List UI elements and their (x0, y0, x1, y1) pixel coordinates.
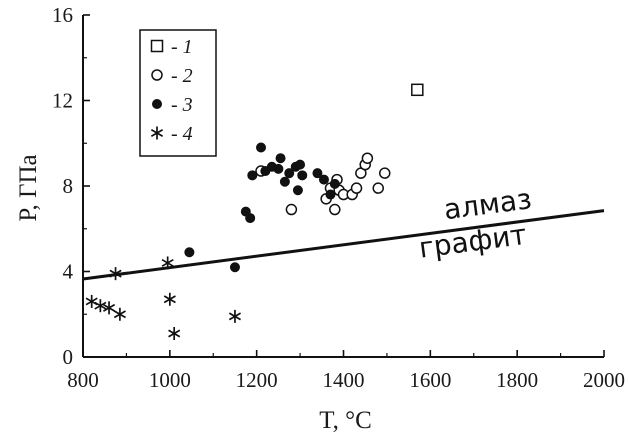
point-filled-circle (295, 159, 306, 170)
point-filled-circle (229, 262, 240, 273)
legend: - 1 - 2 - 3 - 4 (139, 29, 217, 157)
axes: 800 1000 1200 1400 1600 1800 2000 0 4 8 12 16 (52, 3, 625, 392)
legend-label: - 1 (171, 36, 193, 58)
point-filled-circle (245, 213, 256, 224)
y-tick-label: 0 (63, 345, 74, 369)
y-tick-label: 12 (52, 89, 73, 113)
asterisk-stroke (150, 129, 164, 137)
asterisk-stroke (163, 295, 176, 304)
asterisk-stroke (113, 310, 126, 319)
asterisk-stroke (228, 312, 242, 321)
point-filled-circle (275, 153, 286, 164)
asterisk-stroke (85, 297, 98, 306)
point-asterisk (168, 326, 181, 340)
asterisk-stroke (168, 329, 181, 338)
asterisk-stroke (161, 258, 174, 267)
point-asterisk (85, 294, 98, 308)
point-filled-circle (284, 168, 295, 179)
point-asterisk (94, 299, 107, 313)
legend-marker (151, 69, 163, 81)
point-open-circle (329, 203, 341, 216)
asterisk-stroke (94, 301, 107, 310)
legend-label: - 2 (171, 65, 193, 87)
point-asterisk (102, 301, 116, 315)
point-filled-circle (297, 170, 308, 181)
x-tick-label: 1800 (496, 368, 538, 392)
x-tick-label: 2000 (583, 368, 625, 392)
point-filled-circle (247, 170, 258, 181)
point-open-circle (372, 182, 384, 194)
x-tick-label: 1400 (323, 368, 365, 392)
legend-marker (150, 126, 164, 140)
legend-label: - 3 (171, 94, 193, 116)
point-asterisk (228, 309, 242, 323)
asterisk-stroke (102, 303, 116, 312)
legend-marker (150, 39, 164, 53)
point-filled-circle (184, 247, 195, 258)
point-filled-circle (329, 178, 340, 189)
point-open-square (411, 83, 424, 97)
data-points (85, 83, 424, 340)
legend-label: - 4 (171, 123, 193, 145)
y-axis-title: P, ГПа (15, 154, 42, 221)
x-tick-label: 1000 (149, 368, 191, 392)
legend-marker (152, 99, 162, 109)
x-axis-title: T, °C (319, 407, 372, 434)
point-asterisk (161, 256, 174, 270)
y-tick-label: 8 (63, 174, 74, 198)
point-filled-circle (325, 189, 336, 200)
x-tick-label: 1200 (236, 368, 278, 392)
point-open-circle (285, 203, 298, 216)
label-graphite: графит (417, 218, 528, 265)
y-tick-label: 4 (63, 260, 74, 284)
point-asterisk (113, 307, 126, 321)
point-filled-circle (279, 176, 290, 187)
point-filled-circle (318, 174, 329, 185)
y-tick-label: 16 (52, 3, 73, 27)
asterisk-stroke (109, 269, 122, 278)
x-tick-label: 800 (67, 368, 99, 392)
point-asterisk (109, 267, 122, 281)
point-open-circle (350, 182, 363, 194)
boundary-line (82, 209, 605, 281)
point-open-circle (361, 152, 374, 164)
point-filled-circle (312, 168, 323, 179)
point-filled-circle (292, 185, 303, 196)
point-open-circle (378, 167, 391, 179)
point-filled-circle (273, 163, 284, 174)
point-filled-circle (256, 142, 267, 153)
point-asterisk (163, 292, 176, 306)
x-tick-label: 1600 (409, 368, 451, 392)
